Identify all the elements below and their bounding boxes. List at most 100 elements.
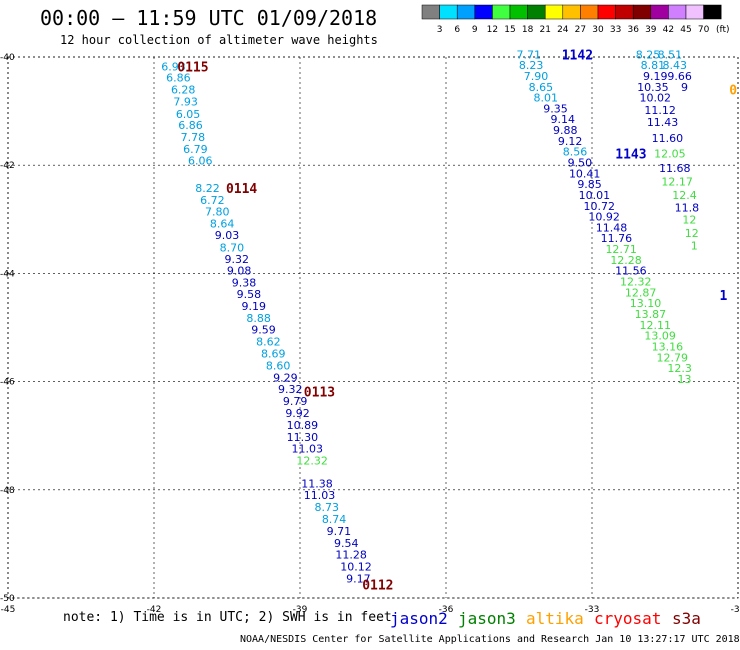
wave-height-value: 12.3 — [667, 362, 692, 375]
wave-height-value: 9.50 — [568, 156, 593, 169]
pass-time-label: 1 — [719, 289, 727, 304]
wave-height-value: 9.59 — [251, 324, 276, 337]
legend-tick-label: 30 — [592, 25, 604, 35]
wave-height-value: 12.87 — [625, 286, 657, 299]
wave-height-value: 6.93 — [161, 61, 186, 74]
wave-height-value: 8.25 — [636, 48, 661, 61]
lon-tick-label: -42 — [147, 605, 162, 615]
footnote: note: 1) Time is in UTC; 2) SWH is in fe… — [63, 610, 392, 625]
pass-time-label: 0115 — [177, 61, 208, 76]
wave-height-value: 7.78 — [181, 131, 206, 144]
wave-height-value: 9.58 — [237, 288, 262, 301]
lon-tick-label: -45 — [1, 605, 16, 615]
wave-height-value: 10.12 — [340, 561, 372, 574]
lat-tick-label: -46 — [0, 378, 15, 388]
legend-tick-label: 9 — [472, 25, 478, 35]
wave-height-value: 13 — [677, 373, 691, 386]
wave-height-value: 11.30 — [287, 431, 319, 444]
wave-height-value: 12.4 — [672, 189, 697, 202]
wave-height-value: 7.80 — [205, 206, 230, 219]
wave-height-value: 11.03 — [292, 443, 324, 456]
wave-height-value: 7.71 — [516, 48, 541, 61]
wave-height-value: 12 — [682, 213, 696, 226]
lat-tick-label: -50 — [0, 594, 15, 604]
lat-tick-label: -40 — [0, 53, 15, 63]
wave-height-value: 9.79 — [283, 395, 308, 408]
wave-height-value: 6.05 — [176, 108, 201, 121]
wave-height-value: 11.8 — [675, 201, 700, 214]
wave-height-value: 8.56 — [563, 146, 588, 159]
satellite-name: cryosat — [594, 609, 662, 628]
wave-height-value: 12.05 — [654, 147, 686, 160]
map-subtitle: 12 hour collection of altimeter wave hei… — [60, 33, 378, 47]
wave-height-value: 9.35 — [543, 102, 568, 115]
legend-tick-label: 6 — [454, 25, 460, 35]
wave-height-value: 9.19 — [643, 70, 668, 83]
lat-tick-label: -44 — [0, 269, 15, 279]
lon-tick-label: -30 — [731, 605, 740, 615]
wave-height-value: 13.10 — [630, 297, 662, 310]
legend-tick-label: 36 — [627, 25, 639, 35]
wave-height-value: 13.87 — [635, 308, 667, 321]
legend-tick-label: 24 — [557, 25, 569, 35]
wave-height-value: 12.28 — [610, 254, 642, 267]
legend-tick-label: 42 — [663, 25, 674, 35]
lat-tick-label: -48 — [0, 486, 15, 496]
wave-height-value: 9.85 — [577, 178, 602, 191]
wave-height-value: 9.32 — [278, 383, 303, 396]
wave-height-value: 8.88 — [246, 312, 271, 325]
pass-time-label: 0112 — [362, 578, 393, 593]
wave-height-value: 12.79 — [657, 351, 689, 364]
wave-height-value: 9.54 — [334, 537, 359, 550]
wave-height-value: 9.08 — [227, 265, 252, 278]
wave-height-value: 9.03 — [215, 229, 240, 242]
pass-time-label: 0113 — [304, 385, 335, 400]
wave-height-value: 8.43 — [662, 59, 687, 72]
wave-height-value: 10.72 — [584, 200, 616, 213]
satellite-name: jason3 — [458, 609, 516, 628]
wave-height-value: 12.11 — [640, 319, 672, 332]
wave-height-value: 10.92 — [588, 211, 620, 224]
wave-height-value: 8.65 — [529, 81, 554, 94]
legend-unit-label: (ft) — [716, 25, 730, 35]
wave-height-value: 12.32 — [620, 276, 652, 289]
satellite-name: s3a — [672, 609, 701, 628]
wave-height-value: 11.56 — [615, 265, 647, 278]
wave-height-value: 9.71 — [327, 525, 352, 538]
wave-height-value: 8.60 — [266, 359, 291, 372]
wave-height-value: 12.71 — [605, 243, 637, 256]
wave-height-value: 8.73 — [315, 501, 340, 514]
wave-height-value: 9.29 — [273, 371, 298, 384]
lon-tick-label: -39 — [293, 605, 308, 615]
wave-height-value: 8.01 — [534, 92, 559, 105]
pass-time-label: 0 — [729, 83, 737, 98]
wave-height-value: 6.86 — [178, 119, 203, 132]
legend-swatch — [703, 4, 722, 20]
wave-height-value: 9.12 — [558, 135, 583, 148]
legend-tick-label: 27 — [575, 25, 586, 35]
wave-height-value: 8.74 — [322, 513, 347, 526]
wave-height-value: 9 — [681, 81, 688, 94]
map-title: 00:00 — 11:59 UTC 01/09/2018 — [40, 6, 378, 30]
wave-height-value: 7.90 — [524, 70, 549, 83]
wave-height-value: 9.92 — [285, 407, 310, 420]
map-frame — [7, 56, 739, 599]
legend-tick-label: 15 — [504, 25, 515, 35]
wave-height-value: 11.48 — [596, 221, 628, 234]
wave-height-value: 12.17 — [661, 175, 693, 188]
wave-height-value: 8.81 — [641, 59, 666, 72]
wave-height-value: 10.41 — [569, 167, 601, 180]
legend-tick-label: 45 — [680, 25, 691, 35]
legend-tick-label: 3 — [437, 25, 443, 35]
wave-height-value: 9.66 — [667, 70, 692, 83]
legend-tick-label: 21 — [539, 25, 550, 35]
lat-tick-label: -42 — [0, 161, 15, 171]
wave-height-value: 10.02 — [640, 92, 672, 105]
wave-height-value: 6.06 — [188, 154, 213, 167]
wave-height-value: 6.72 — [200, 194, 225, 207]
wave-height-value: 8.70 — [220, 241, 245, 254]
wave-height-value: 9.14 — [551, 113, 576, 126]
pass-time-label: 1142 — [562, 48, 593, 63]
wave-height-value: 1 — [691, 239, 698, 252]
